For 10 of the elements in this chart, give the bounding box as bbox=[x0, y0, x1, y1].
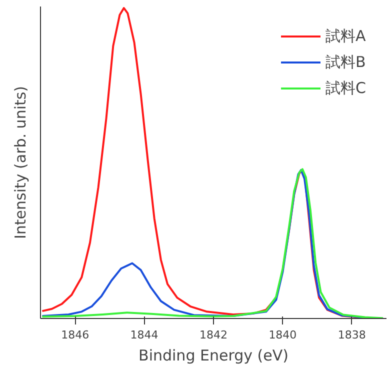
x-tick-label: 1840 bbox=[268, 328, 297, 342]
x-tick-label: 1842 bbox=[200, 328, 228, 342]
legend-label: 試料A bbox=[326, 26, 366, 46]
x-tick-label: 1838 bbox=[338, 328, 366, 342]
legend-label: 試料C bbox=[326, 78, 366, 98]
legend-label: 試料B bbox=[326, 52, 366, 72]
x-tick-label: 1844 bbox=[130, 328, 158, 342]
x-tick-label: 1846 bbox=[61, 328, 90, 342]
y-axis-title: Intensity (arb. units) bbox=[12, 86, 30, 240]
x-axis-title: Binding Energy (eV) bbox=[138, 346, 288, 364]
